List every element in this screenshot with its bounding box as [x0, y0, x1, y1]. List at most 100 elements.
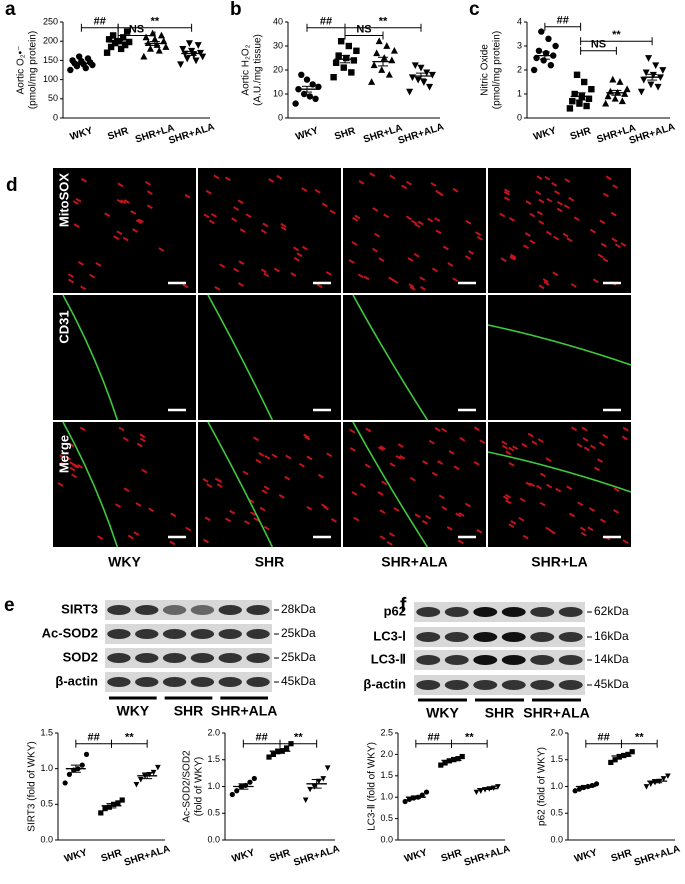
panel-letter: f — [400, 595, 407, 616]
red-signal — [317, 473, 324, 479]
data-point — [111, 801, 117, 807]
data-point — [157, 31, 166, 39]
y-axis-label: (pmol/mg protein) — [28, 31, 39, 109]
red-signal — [505, 450, 512, 456]
blot-band — [218, 605, 242, 615]
red-signal — [304, 435, 311, 441]
red-signal — [529, 482, 536, 488]
red-signal — [298, 462, 305, 468]
y-tick-label: 0.0 — [550, 834, 563, 844]
red-signal — [621, 435, 628, 441]
red-signal — [253, 436, 260, 442]
data-point — [588, 86, 595, 93]
blot-band — [501, 607, 526, 617]
red-signal — [527, 432, 534, 438]
red-signal — [551, 182, 558, 187]
data-point — [109, 32, 117, 39]
red-signal — [525, 481, 532, 487]
red-signal — [437, 191, 444, 197]
red-signal — [133, 531, 140, 536]
red-signal — [237, 282, 244, 287]
data-point — [593, 781, 600, 787]
column-label: SHR+ALA — [381, 554, 448, 570]
x-tick-label: WKY — [403, 847, 429, 865]
red-signal — [501, 444, 508, 450]
data-point — [298, 71, 305, 79]
data-point — [621, 90, 629, 97]
red-signal — [258, 452, 265, 457]
data-point — [270, 751, 276, 757]
row-label: MitoSOX — [56, 173, 71, 227]
data-point — [117, 45, 125, 53]
blot-band — [501, 632, 526, 642]
size-label: 45kDa — [281, 674, 316, 688]
red-signal — [500, 257, 507, 263]
red-signal — [438, 494, 445, 500]
data-point — [428, 71, 436, 79]
red-signal — [505, 499, 512, 505]
red-signal — [457, 539, 464, 545]
red-signal — [377, 446, 384, 452]
red-signal — [542, 278, 549, 283]
data-point — [144, 39, 152, 46]
red-signal — [97, 535, 104, 540]
data-point — [343, 54, 350, 62]
blot-band — [558, 680, 583, 690]
blot-band — [190, 653, 215, 663]
blot-band — [107, 653, 131, 663]
red-signal — [588, 507, 595, 513]
y-tick-label: 0.5 — [550, 808, 563, 818]
red-signal — [602, 192, 609, 198]
red-signal — [205, 189, 212, 195]
red-signal — [386, 540, 393, 546]
data-point — [266, 754, 272, 760]
data-point — [247, 779, 253, 785]
micrograph — [343, 295, 486, 420]
red-signal — [587, 526, 594, 532]
y-tick-label: 0.5 — [40, 799, 53, 809]
red-signal — [441, 505, 448, 511]
data-point — [423, 789, 430, 795]
data-point — [155, 764, 161, 771]
red-signal — [573, 216, 580, 222]
blot-band — [135, 605, 159, 615]
significance-label: ## — [598, 732, 610, 744]
red-signal — [536, 484, 543, 490]
data-point — [623, 85, 631, 93]
red-signal — [538, 284, 545, 290]
data-point — [284, 745, 290, 751]
red-signal — [141, 468, 148, 474]
red-signal — [352, 216, 359, 222]
red-signal — [599, 219, 606, 225]
data-point — [643, 784, 650, 790]
data-point — [340, 64, 347, 71]
red-signal — [202, 477, 209, 483]
data-point — [378, 66, 386, 73]
red-signal — [57, 482, 64, 487]
red-signal — [605, 175, 612, 181]
data-point — [153, 41, 161, 48]
y-axis-label: Nitric Oxide — [480, 44, 491, 96]
y-tick-label: 10 — [273, 88, 283, 98]
red-signal — [589, 444, 596, 450]
data-point — [292, 100, 299, 107]
significance-label: ** — [612, 29, 621, 41]
red-signal — [237, 199, 244, 205]
data-point — [604, 92, 612, 100]
red-signal — [306, 505, 313, 511]
red-signal — [579, 526, 586, 532]
red-signal — [71, 473, 78, 479]
y-tick-label: 1.0 — [550, 781, 563, 791]
red-signal — [510, 255, 517, 261]
red-signal — [562, 232, 569, 238]
red-signal — [219, 263, 226, 269]
red-signal — [597, 253, 604, 259]
red-signal — [148, 507, 155, 513]
blot-band — [473, 632, 498, 642]
red-signal — [570, 283, 577, 288]
data-point — [385, 70, 393, 78]
y-axis-label: (fold of WKY) — [194, 757, 205, 816]
data-point — [652, 62, 660, 70]
red-signal — [73, 223, 80, 228]
